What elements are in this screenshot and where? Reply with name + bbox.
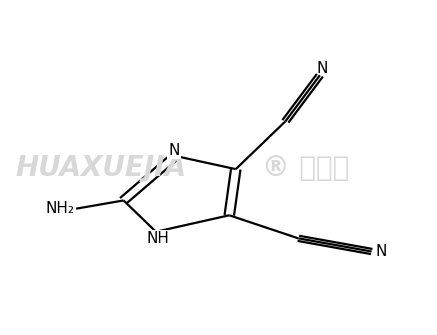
Text: N: N xyxy=(375,244,387,259)
Text: ® 化学加: ® 化学加 xyxy=(262,153,349,182)
Text: HUAXUEJIA: HUAXUEJIA xyxy=(16,153,187,182)
Text: NH: NH xyxy=(147,231,170,247)
Text: NH₂: NH₂ xyxy=(45,201,74,216)
Text: N: N xyxy=(168,142,180,157)
Text: N: N xyxy=(316,61,328,75)
